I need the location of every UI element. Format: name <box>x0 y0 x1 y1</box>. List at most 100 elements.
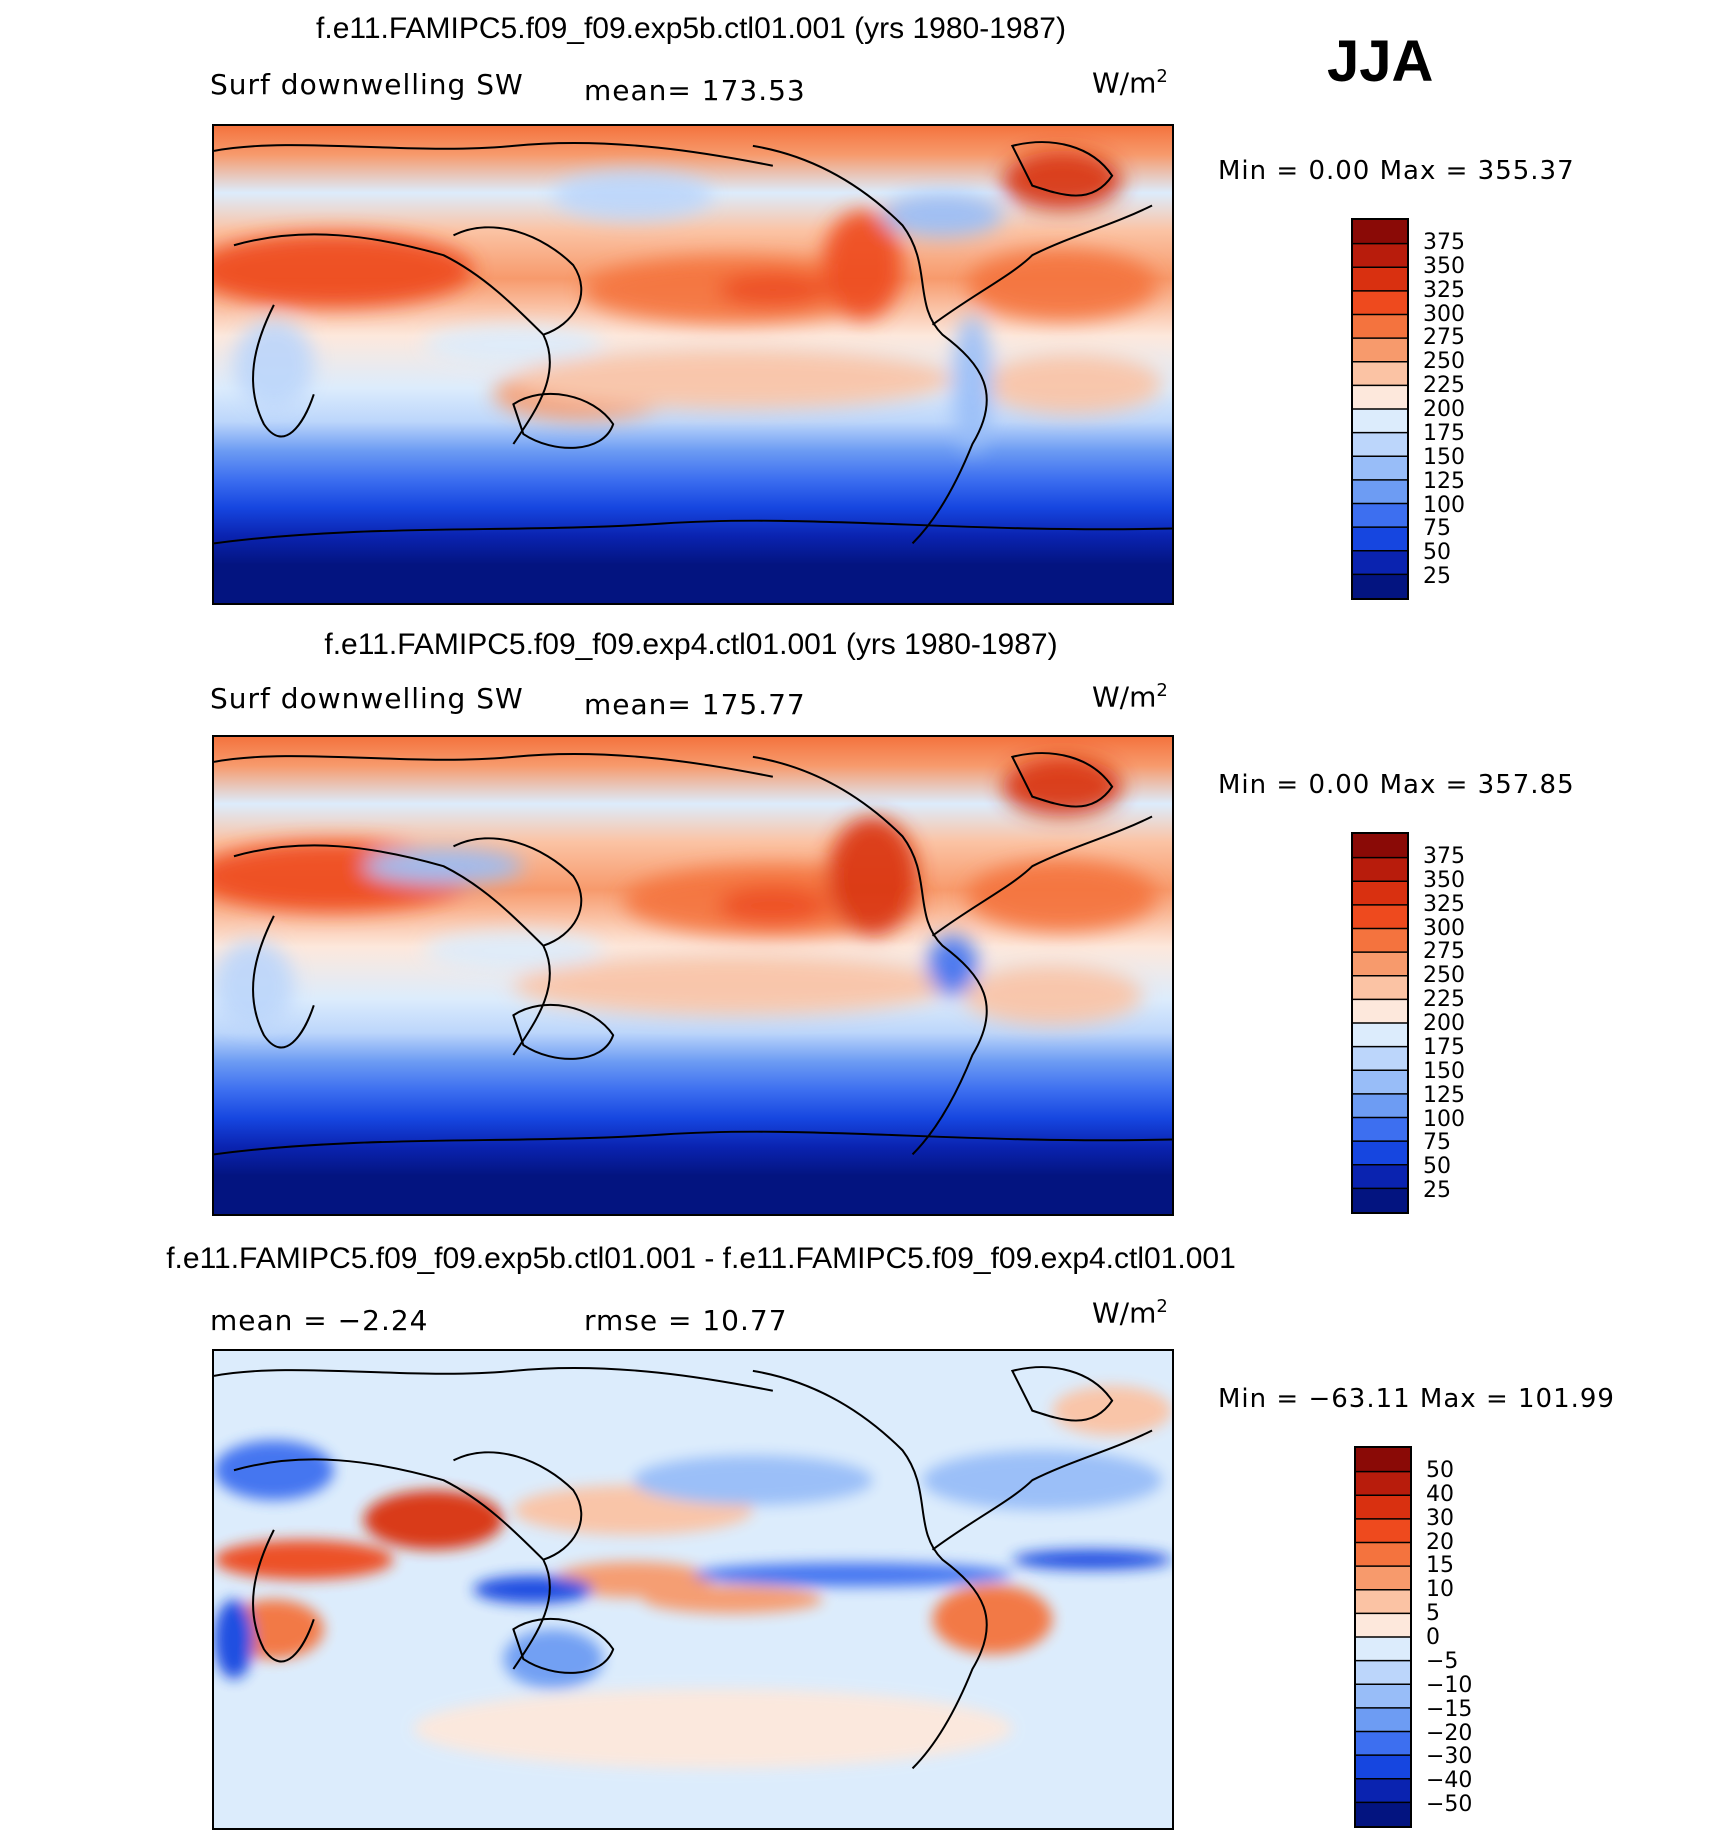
panel2-colorbar-swatch <box>1353 975 1407 1000</box>
panel2-colorbar-tick-label: 250 <box>1423 963 1465 989</box>
panel3-colorbar-tick-label: −5 <box>1426 1648 1459 1674</box>
panel3-colorbar-tick-label: 0 <box>1426 1625 1440 1650</box>
panel2-title: f.e11.FAMIPC5.f09_f09.exp4.ctl01.001 (yr… <box>324 628 1058 661</box>
panel2-colorbar-swatch <box>1353 1188 1407 1212</box>
panel3-colorbar-swatch <box>1356 1471 1410 1496</box>
panel2-colorbar-swatch <box>1353 1070 1407 1095</box>
panel2-colorbar-tick-label: 100 <box>1423 1106 1465 1132</box>
panel2-colorbar-swatch <box>1353 952 1407 977</box>
panel1-colorbar-tick-label: 75 <box>1423 516 1451 542</box>
panel1-variable: Surf downwelling SW <box>210 68 524 101</box>
panel3-colorbar-tick-label: −50 <box>1426 1792 1473 1818</box>
panel2-colorbar-tick-label: 300 <box>1423 915 1465 941</box>
panel2-colorbar-swatch <box>1353 881 1407 906</box>
panel1-colorbar-tick-label: 325 <box>1423 277 1465 303</box>
panel1-colorbar-swatch <box>1353 479 1407 504</box>
panel2-colorbar-tick-label: 175 <box>1423 1034 1465 1060</box>
panel3-colorbar-tick-label: −15 <box>1426 1696 1473 1722</box>
panel2-colorbar-tick-label: 25 <box>1423 1178 1451 1204</box>
panel2-colorbar-swatch <box>1353 857 1407 882</box>
panel1-colorbar-swatch <box>1353 338 1407 363</box>
panel1-colorbar-tick-label: 275 <box>1423 325 1465 351</box>
panel2-colorbar-swatch <box>1353 1023 1407 1048</box>
panel3-colorbar-swatch <box>1356 1448 1410 1473</box>
panel1-colorbar-swatch <box>1353 456 1407 481</box>
panel1-colorbar-swatch <box>1353 314 1407 339</box>
panel1-colorbar-tick-label: 375 <box>1423 229 1465 255</box>
panel1-colorbar-tick-label: 150 <box>1423 444 1465 470</box>
panel2-colorbar-swatch <box>1353 1164 1407 1189</box>
panel3-colorbar-swatch <box>1356 1613 1410 1638</box>
panel2-mean: mean= 175.77 <box>584 688 806 721</box>
panel1-colorbar-tick-label: 350 <box>1423 253 1465 279</box>
panel2-colorbar-tick-label: 325 <box>1423 891 1465 917</box>
panel2-colorbar-swatch <box>1353 928 1407 953</box>
panel2-colorbar-tick-label: 125 <box>1423 1082 1465 1108</box>
panel2-colorbar-tick-label: 225 <box>1423 987 1465 1013</box>
panel2-colorbar-swatch <box>1353 1046 1407 1071</box>
panel2-colorbar <box>1351 832 1409 1214</box>
panel3-colorbar-tick-label: 5 <box>1426 1601 1440 1627</box>
panel1-colorbar-swatch <box>1353 503 1407 528</box>
panel1-colorbar-tick-label: 125 <box>1423 468 1465 494</box>
panel1-map <box>212 124 1174 605</box>
panel2-colorbar-tick-label: 350 <box>1423 867 1465 893</box>
panel3-colorbar-swatch <box>1356 1589 1410 1614</box>
panel1-colorbar-tick-label: 25 <box>1423 564 1451 590</box>
panel1-minmax: Min = 0.00 Max = 355.37 <box>1218 156 1575 186</box>
panel3-colorbar-swatch <box>1356 1637 1410 1662</box>
panel2-colorbar-swatch <box>1353 904 1407 929</box>
panel3-colorbar-swatch <box>1356 1542 1410 1567</box>
panel1-colorbar-swatch <box>1353 243 1407 268</box>
panel2-colorbar-tick-label: 275 <box>1423 939 1465 965</box>
panel3-colorbar-tick-label: −40 <box>1426 1768 1473 1794</box>
panel2-map <box>212 735 1174 1216</box>
panel3-colorbar-swatch <box>1356 1802 1410 1826</box>
panel3-colorbar-tick-label: 20 <box>1426 1529 1454 1555</box>
season-label: JJA <box>1327 29 1434 94</box>
panel2-colorbar-tick-label: 50 <box>1423 1154 1451 1180</box>
panel1-field-svg <box>214 126 1172 603</box>
panel3-field-svg <box>214 1351 1172 1828</box>
panel2-colorbar-tick-label: 75 <box>1423 1130 1451 1156</box>
panel3-colorbar-tick-label: 50 <box>1426 1457 1454 1483</box>
panel3-colorbar-swatch <box>1356 1660 1410 1685</box>
panel1-colorbar-swatch <box>1353 385 1407 410</box>
panel1-title: f.e11.FAMIPC5.f09_f09.exp5b.ctl01.001 (y… <box>316 12 1066 45</box>
panel1-colorbar-swatch <box>1353 550 1407 575</box>
panel1-colorbar-tick-label: 175 <box>1423 420 1465 446</box>
panel1-colorbar-swatch <box>1353 361 1407 386</box>
panel1-colorbar-tick-label: 250 <box>1423 349 1465 375</box>
panel3-colorbar-swatch <box>1356 1731 1410 1756</box>
panel3-rmse: rmse = 10.77 <box>584 1304 788 1337</box>
panel1-mean: mean= 173.53 <box>584 74 806 107</box>
panel1-units: W/m2 <box>1092 66 1168 100</box>
panel3-colorbar-tick-label: −20 <box>1426 1720 1473 1746</box>
panel1-colorbar-tick-label: 50 <box>1423 540 1451 566</box>
panel1-colorbar-swatch <box>1353 527 1407 552</box>
panel2-colorbar-swatch <box>1353 1141 1407 1166</box>
panel3-colorbar-tick-label: 10 <box>1426 1577 1454 1603</box>
panel1-colorbar-tick-label: 300 <box>1423 301 1465 327</box>
panel3-map <box>212 1349 1174 1830</box>
panel2-variable: Surf downwelling SW <box>210 682 524 715</box>
panel2-field-svg <box>214 737 1172 1214</box>
panel1-colorbar-swatch <box>1353 409 1407 434</box>
panel3-mean: mean = −2.24 <box>210 1304 429 1337</box>
panel3-colorbar-tick-label: −30 <box>1426 1744 1473 1770</box>
panel3-units: W/m2 <box>1092 1296 1168 1330</box>
panel1-colorbar-swatch <box>1353 574 1407 598</box>
panel3-colorbar-tick-label: 15 <box>1426 1553 1454 1579</box>
panel2-colorbar-swatch <box>1353 834 1407 859</box>
panel2-colorbar-tick-label: 200 <box>1423 1011 1465 1036</box>
panel2-colorbar-swatch <box>1353 1117 1407 1142</box>
panel3-colorbar-swatch <box>1356 1684 1410 1709</box>
panel1-colorbar-tick-label: 100 <box>1423 492 1465 518</box>
panel1-colorbar-tick-label: 200 <box>1423 397 1465 422</box>
panel3-colorbar-tick-label: 40 <box>1426 1481 1454 1507</box>
panel3-colorbar-tick-label: 30 <box>1426 1505 1454 1531</box>
panel3-colorbar-swatch <box>1356 1707 1410 1732</box>
panel1-colorbar-swatch <box>1353 432 1407 457</box>
panel1-colorbar-swatch <box>1353 220 1407 245</box>
panel2-colorbar-swatch <box>1353 1093 1407 1118</box>
